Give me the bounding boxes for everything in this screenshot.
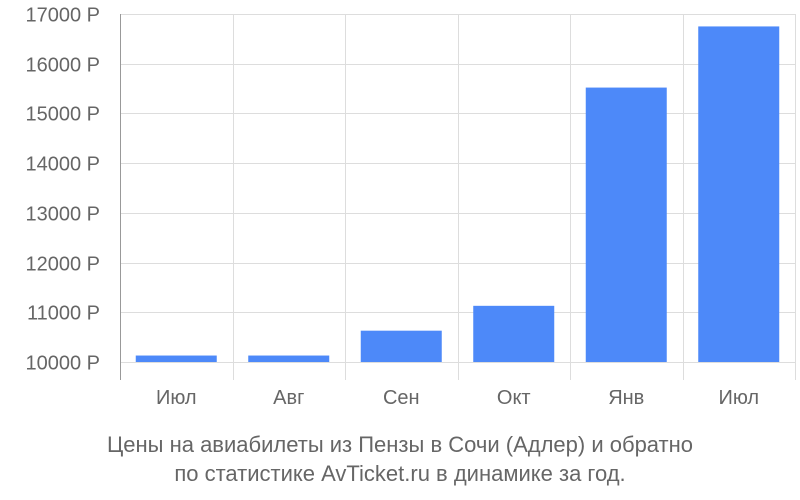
x-tick-label: Июл: [718, 387, 759, 409]
x-tick-label: Янв: [608, 387, 644, 409]
bar-6: [698, 26, 780, 363]
chart-caption-line-2: по статистике AvTicket.ru в динамике за …: [174, 461, 626, 486]
y-tick-label: 17000 Р: [25, 5, 100, 27]
x-tick-label: Окт: [497, 387, 531, 409]
y-tick-label: 14000 Р: [25, 154, 100, 176]
chart-caption-line-1: Цены на авиабилеты из Пензы в Сочи (Адле…: [106, 432, 694, 457]
x-tick-label: Сен: [383, 387, 420, 409]
bar-3: [360, 330, 442, 362]
y-tick-label: 15000 Р: [25, 104, 100, 126]
y-tick-label: 11000 Р: [27, 303, 100, 325]
x-tick-label: Июл: [156, 387, 197, 409]
bar-4: [473, 305, 555, 362]
bar-2: [248, 355, 330, 362]
bar-1: [135, 355, 217, 362]
y-tick-label: 10000 Р: [25, 353, 100, 375]
bar-5: [585, 87, 667, 362]
price-bar-chart: 10000 Р 11000 Р 12000 Р 13000 Р 14000 Р 15000…: [25, 5, 796, 409]
y-tick-label: 13000 Р: [25, 204, 100, 226]
y-tick-label: 16000 Р: [25, 55, 100, 77]
x-tick-label: Авг: [273, 387, 304, 409]
y-tick-label: 12000 Р: [25, 254, 100, 276]
